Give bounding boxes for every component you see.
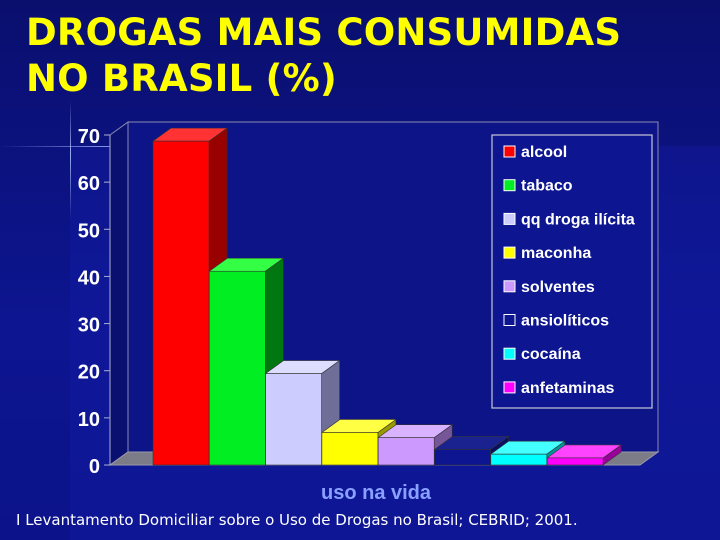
legend-swatch — [503, 347, 516, 360]
legend-item: ansiolíticos — [503, 313, 609, 330]
y-tick-label: 30 — [78, 315, 100, 337]
slide-title-line-1: DROGAS MAIS CONSUMIDAS — [26, 11, 622, 54]
chart-legend: alcool tabaco qq droga ilícita maconha solve… — [491, 134, 653, 409]
bar-front — [490, 453, 548, 466]
legend-swatch — [503, 145, 516, 158]
legend-swatch — [503, 314, 516, 326]
source-caption: I Levantamento Domiciliar sobre o Uso de… — [16, 511, 578, 529]
y-tick-label: 70 — [78, 126, 100, 148]
legend-label: qq droga ilícita — [521, 211, 635, 228]
legend-item: solventes — [503, 279, 595, 296]
bar-ansiolíticos — [433, 435, 510, 466]
legend-label: maconha — [521, 245, 591, 262]
legend-label: anfetaminas — [521, 380, 614, 397]
bar-anfetaminas — [546, 444, 623, 466]
legend-label: alcool — [521, 144, 567, 161]
x-axis-label: uso na vida — [321, 482, 432, 504]
bar-front — [434, 449, 491, 466]
bar-maconha — [320, 418, 397, 466]
legend-swatch — [503, 246, 516, 259]
legend-label: solventes — [521, 279, 595, 296]
legend-item: anfetaminas — [503, 380, 614, 397]
y-tick-label: 40 — [78, 267, 100, 289]
bar-front — [546, 457, 604, 466]
legend-swatch — [503, 381, 516, 394]
decorative-line-vertical — [70, 100, 71, 220]
chart-side-wall — [109, 121, 129, 466]
bar-front — [209, 270, 266, 466]
bar-front — [377, 437, 435, 466]
slide-title: DROGAS MAIS CONSUMIDAS NO BRASIL (%) — [26, 10, 621, 102]
y-tick-label: 50 — [78, 220, 100, 242]
y-tick-label: 0 — [89, 456, 100, 478]
y-axis: 0 10 20 30 40 50 60 70 — [78, 126, 111, 478]
legend-item: maconha — [503, 245, 591, 262]
legend-swatch — [503, 212, 516, 225]
bar-front — [265, 373, 322, 466]
legend-item: qq droga ilícita — [503, 211, 635, 228]
legend-label: ansiolíticos — [521, 313, 609, 330]
y-tick-label: 60 — [78, 173, 100, 195]
legend-label: cocaína — [521, 346, 581, 363]
legend-swatch — [503, 179, 516, 192]
legend-item: alcool — [503, 144, 567, 161]
decorative-line-horizontal — [0, 146, 150, 147]
legend-item: tabaco — [503, 178, 573, 195]
legend-swatch — [503, 280, 516, 293]
y-tick-label: 10 — [78, 409, 100, 431]
slide-title-line-2: NO BRASIL (%) — [26, 57, 337, 100]
bar-front — [321, 432, 379, 466]
legend-item: cocaína — [503, 346, 581, 363]
bars-group — [152, 127, 623, 466]
legend-label: tabaco — [521, 178, 573, 195]
y-tick-label: 20 — [78, 362, 100, 384]
legend-box — [491, 134, 653, 409]
bar-front — [152, 140, 210, 466]
